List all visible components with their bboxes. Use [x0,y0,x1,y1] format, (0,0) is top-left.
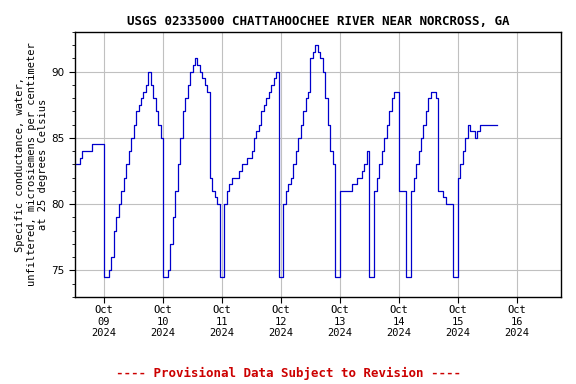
Text: ---- Provisional Data Subject to Revision ----: ---- Provisional Data Subject to Revisio… [116,367,460,380]
Title: USGS 02335000 CHATTAHOOCHEE RIVER NEAR NORCROSS, GA: USGS 02335000 CHATTAHOOCHEE RIVER NEAR N… [127,15,509,28]
Y-axis label: Specific conductance, water,
unfiltered, microsiemens per centimeter
at 25 degre: Specific conductance, water, unfiltered,… [15,43,48,286]
